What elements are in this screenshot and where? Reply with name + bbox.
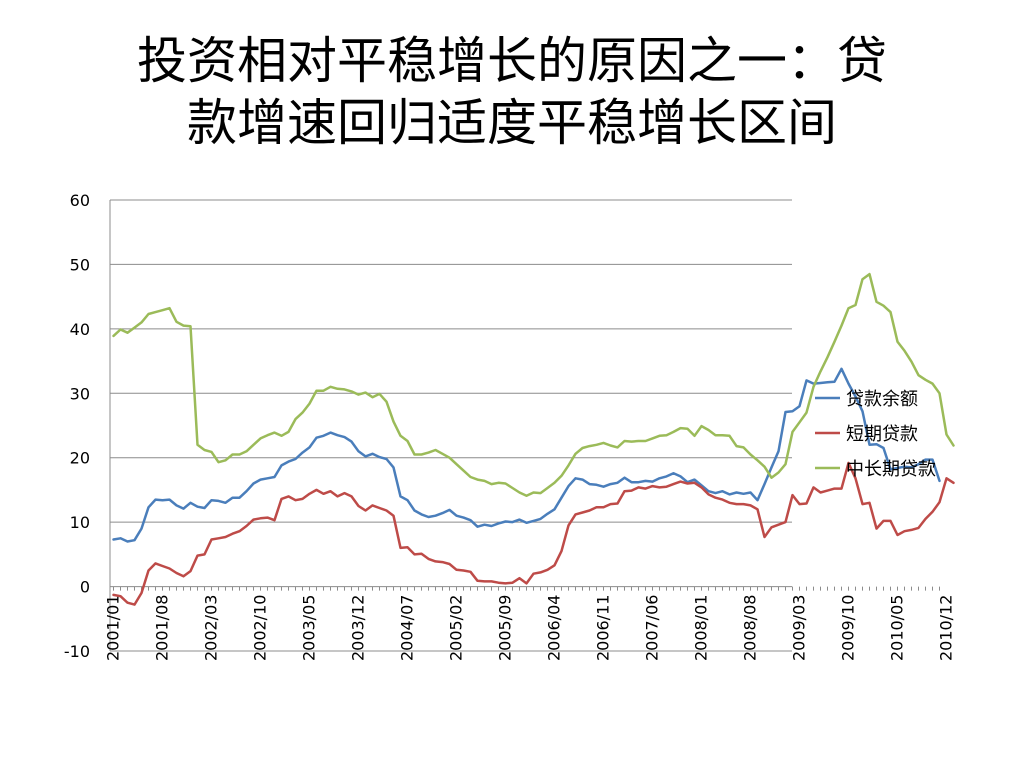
series-line-1 [112, 367, 941, 543]
x-tick-label: 2001/08 [153, 595, 172, 661]
x-tick-label: 2004/07 [398, 595, 417, 661]
y-tick-label: -10 [64, 642, 90, 661]
series-line-2 [112, 461, 955, 606]
y-tick-label: 30 [70, 384, 90, 403]
x-tick-label: 2010/05 [888, 595, 907, 661]
y-tick-label: 20 [70, 449, 90, 468]
x-tick-label: 2008/01 [692, 595, 711, 661]
x-tick-label: 2010/12 [937, 595, 956, 661]
x-tick-label: 2008/08 [741, 595, 760, 661]
x-axis: 2001/01 2001/08 2002/03 2002/10 2003/05 2003/… [104, 586, 956, 661]
legend-label: 中长期贷款 [846, 459, 936, 480]
x-tick-label: 2009/03 [790, 595, 809, 661]
x-tick-label: 2005/09 [496, 595, 515, 661]
series-line-3 [112, 272, 955, 497]
y-tick-label: 40 [70, 320, 90, 339]
y-tick-label: 50 [70, 255, 90, 274]
x-tick-label: 2003/12 [349, 595, 368, 661]
series-lines [112, 272, 955, 606]
x-tick-label: 2002/10 [251, 595, 270, 661]
slide-title: 投资相对平稳增长的原因之一：贷 款增速回归适度平稳增长区间 [40, 30, 984, 154]
x-tick-label: 2003/05 [300, 595, 319, 661]
legend-label: 短期贷款 [846, 424, 918, 445]
y-tick-label: 60 [70, 191, 90, 210]
legend-label: 贷款余额 [846, 389, 918, 410]
x-tick-label: 2009/10 [839, 595, 858, 661]
x-tick-label: 2001/01 [104, 595, 123, 661]
grid-lines [110, 199, 792, 652]
x-tick-label: 2006/11 [594, 595, 613, 661]
slide-title-line-1: 投资相对平稳增长的原因之一：贷 [137, 32, 887, 90]
x-tick-label: 2007/06 [643, 595, 662, 661]
y-tick-label: 10 [70, 513, 90, 532]
y-tick-label: 0 [80, 578, 90, 597]
x-tick-label: 2002/03 [202, 595, 221, 661]
y-axis: -10 0 10 20 30 40 50 60 [64, 191, 111, 661]
slide-title-line-2: 款增速回归适度平稳增长区间 [187, 94, 837, 152]
x-tick-label: 2005/02 [447, 595, 466, 661]
x-tick-label: 2006/04 [545, 595, 564, 661]
